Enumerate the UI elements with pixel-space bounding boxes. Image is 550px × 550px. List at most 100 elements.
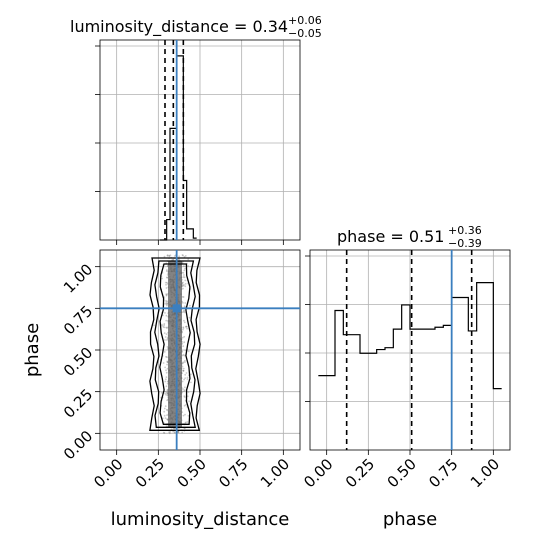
p3-sample-point: [188, 400, 191, 403]
p3-sample-point: [185, 421, 187, 424]
p3-sample-point: [184, 279, 187, 282]
p3-truth-marker: [172, 304, 181, 313]
luminosity-distance-title: luminosity_distance = 0.34: [70, 17, 288, 37]
p3-sample-point: [186, 327, 188, 330]
p3-sample-point: [183, 335, 186, 338]
p2-x-tick-label-0: 0.00: [300, 455, 336, 491]
p3-sample-point: [183, 341, 186, 344]
p3-sample-point: [164, 303, 167, 305]
p3-x-tick-label-3: 0.75: [215, 455, 251, 491]
p3-sample-point: [166, 414, 168, 416]
p3-sample-point: [164, 392, 167, 395]
p3-sample-point: [182, 326, 185, 329]
p3-sample-point: [163, 407, 166, 410]
p3-sample-point: [181, 296, 184, 298]
p3-sample-point: [165, 376, 168, 378]
p3-y-tick-label-0: 0.00: [60, 427, 96, 463]
p3-sample-point: [169, 431, 172, 433]
p3-sample-point: [177, 431, 180, 433]
p3-sample-point: [172, 430, 175, 433]
p3-sample-point: [184, 267, 186, 270]
p3-sample-point: [183, 305, 186, 308]
p3-sample-point: [166, 391, 169, 394]
p3-sample-point: [183, 269, 186, 272]
p3-sample-point: [164, 380, 167, 383]
p3-sample-point: [186, 395, 189, 398]
p3-sample-point: [183, 276, 186, 279]
p3-sample-point: [183, 404, 186, 407]
p3-sample-point: [186, 421, 189, 423]
p3-sample-point: [163, 351, 166, 353]
p3-sample-point: [165, 293, 168, 295]
p3-sample-point: [177, 431, 180, 433]
p3-x-tick-label-0: 0.00: [90, 455, 126, 491]
p3-sample-point: [165, 392, 168, 394]
p3-sample-point: [166, 300, 169, 303]
p3-sample-point: [161, 277, 164, 280]
p3-sample-point: [185, 372, 188, 374]
p3-sample-point: [183, 319, 185, 322]
p3-sample-point: [182, 276, 185, 278]
p3-sample-point: [183, 378, 186, 381]
p3-sample-point: [164, 339, 166, 341]
p3-sample-point: [182, 287, 184, 290]
p3-sample-point: [166, 269, 168, 271]
p3-sample-point: [190, 373, 192, 376]
p2-x-tick-label-3: 0.75: [425, 455, 461, 491]
p3-sample-point: [182, 388, 184, 390]
p3-sample-point: [166, 363, 169, 366]
p3-sample-point: [169, 254, 172, 257]
p3-sample-point: [178, 258, 181, 261]
p3-sample-point: [181, 336, 184, 339]
p3-sample-point: [182, 296, 185, 298]
p3-sample-point: [162, 431, 165, 434]
p3-sample-point: [163, 326, 166, 329]
p3-sample-point: [188, 316, 191, 319]
p3-sample-point: [182, 370, 185, 372]
p3-sample-point: [163, 323, 166, 325]
p3-y-tick-label-4: 1.00: [60, 260, 96, 296]
p3-sample-point: [166, 346, 169, 348]
luminosity-distance-title-upper: +0.06: [288, 14, 322, 27]
p3-sample-point: [166, 327, 168, 329]
p3-sample-point: [166, 360, 169, 363]
p3-contour-0: [149, 257, 201, 431]
p3-sample-point: [173, 255, 176, 257]
phase-histogram-panel: phase = 0.51 +0.36 −0.39: [309, 224, 511, 451]
p3-sample-point: [164, 390, 167, 393]
p3-sample-point: [166, 389, 169, 392]
x-axis-label-phase-text: phase: [383, 509, 437, 530]
p3-sample-point: [183, 321, 186, 324]
p3-y-tick-label-3: 0.75: [60, 302, 96, 338]
p3-sample-point: [165, 301, 168, 303]
p3-sample-point: [168, 255, 171, 258]
p3-sample-point: [163, 432, 166, 434]
p3-sample-point: [184, 285, 187, 288]
p3-sample-point: [161, 324, 163, 327]
p2-x-tick-label-2: 0.50: [384, 455, 420, 491]
p3-sample-point: [168, 431, 171, 434]
p3-sample-point: [165, 302, 168, 305]
p3-sample-point: [166, 356, 168, 359]
phase-title: phase = 0.51: [337, 227, 444, 246]
p3-sample-point: [164, 378, 167, 381]
p3-sample-point: [166, 276, 169, 279]
p3-x-tick-label-2: 0.50: [174, 455, 210, 491]
p3-sample-point: [166, 409, 169, 412]
p3-sample-point: [161, 323, 163, 326]
p3-sample-point: [164, 312, 166, 314]
p3-sample-point: [163, 255, 166, 258]
x-axis-label-luminosity-distance: luminosity_distance: [111, 509, 290, 530]
p3-y-tick-label-2: 0.50: [60, 344, 96, 380]
p3-sample-point: [186, 378, 189, 380]
p3-sample-point: [182, 361, 185, 364]
p3-sample-point: [187, 350, 190, 353]
p3-sample-point: [165, 385, 168, 388]
p3-sample-point: [183, 354, 186, 357]
p3-sample-point: [166, 254, 169, 257]
p3-sample-point: [183, 311, 186, 314]
p3-sample-point: [183, 310, 185, 313]
p3-sample-point: [182, 369, 185, 372]
p3-sample-point: [165, 287, 168, 289]
